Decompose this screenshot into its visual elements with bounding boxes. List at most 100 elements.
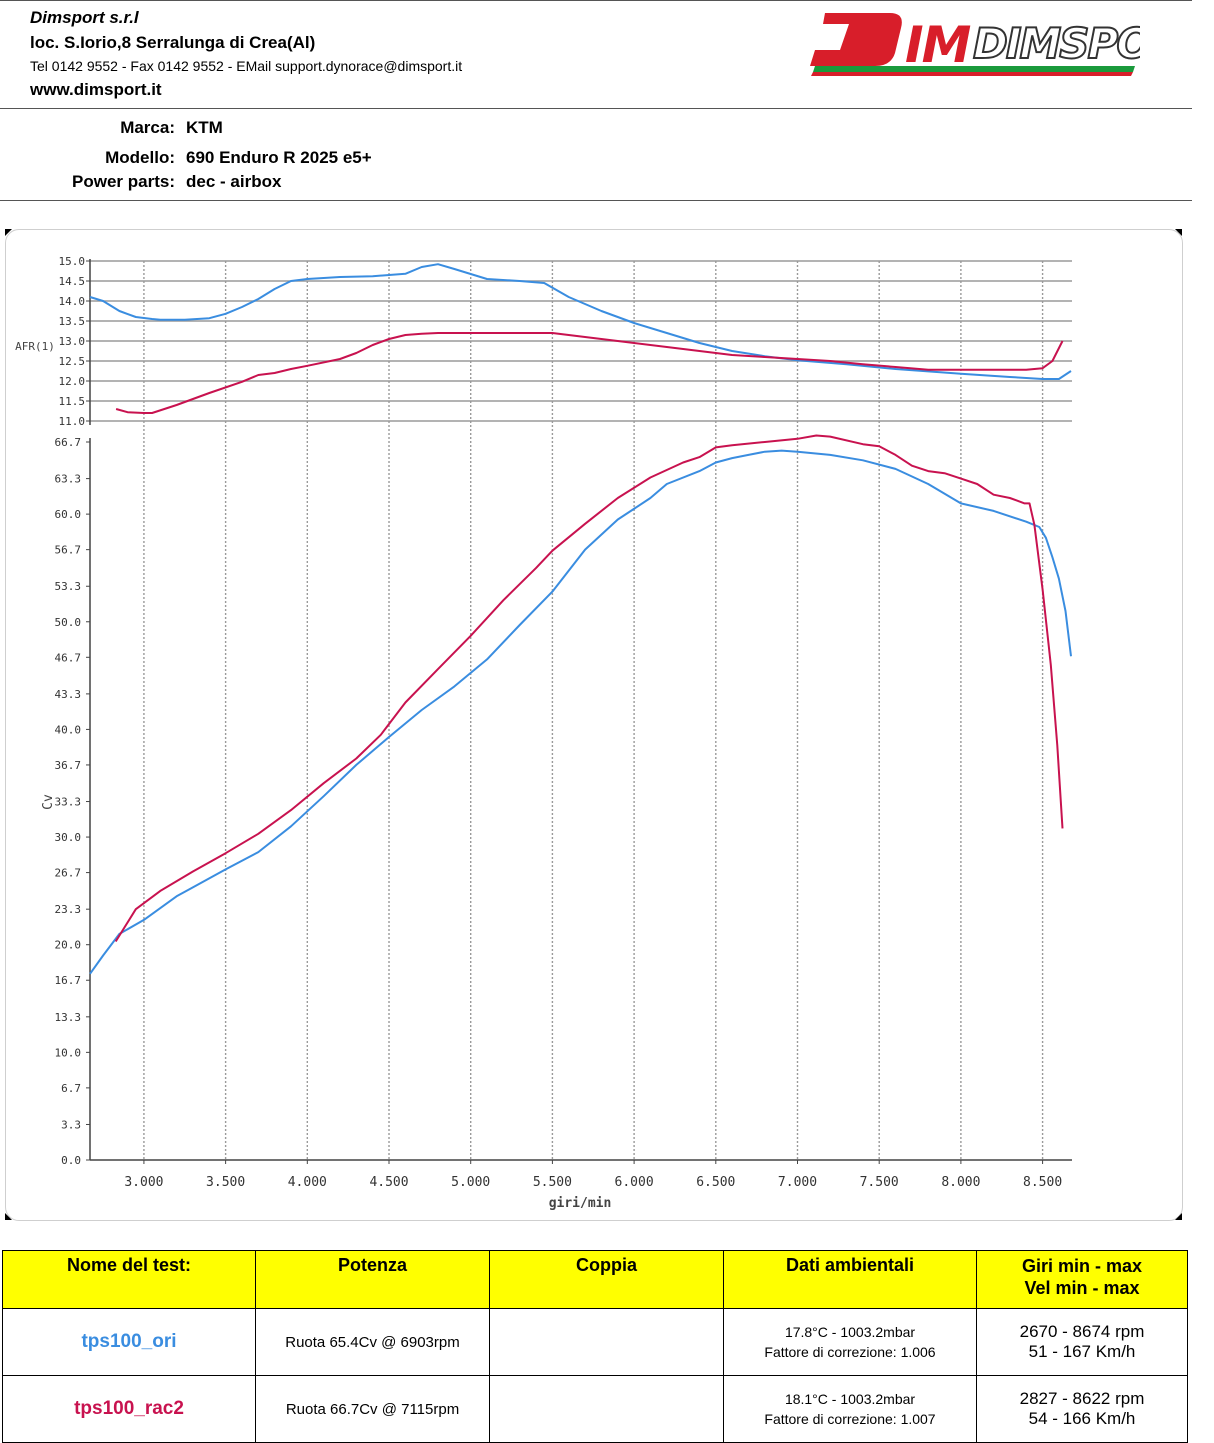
rpm-range: 2670 - 8674 rpm	[1019, 1322, 1145, 1341]
x-tick-labels: 3.000 3.500 4.000 4.500 5.000 5.500 6.000 6.500…	[124, 1175, 1062, 1190]
x-tick-label: 3.000	[124, 1175, 163, 1190]
power-tick-label: 3.3	[61, 1118, 81, 1131]
model-label: Modello:	[105, 148, 175, 167]
results-table: Nome del test: Potenza Coppia Dati ambie…	[2, 1250, 1188, 1443]
power-tick-label: 26.7	[55, 867, 82, 880]
afr-tick-label: 12.5	[59, 355, 86, 368]
power-tick-label: 50.0	[55, 616, 82, 629]
range-ori: 2670 - 8674 rpm 51 - 167 Km/h	[976, 1308, 1188, 1376]
table-row: tps100_ori Ruota 65.4Cv @ 6903rpm 17.8°C…	[2, 1308, 1188, 1376]
ambient-ori: 17.8°C - 1003.2mbar Fattore di correzion…	[723, 1308, 977, 1376]
logo-text: DIMSPORT	[973, 19, 1140, 68]
x-tick-label: 3.500	[206, 1175, 245, 1190]
header-ambient: Dati ambientali	[723, 1250, 977, 1309]
afr-line-tps100_ori	[89, 263, 1072, 380]
model-value: 690 Enduro R 2025 e5+	[186, 148, 372, 167]
x-tick-label: 7.000	[778, 1175, 817, 1190]
header-range-rpm: Giri min - max	[1021, 1256, 1143, 1276]
power-tick-label: 30.0	[55, 831, 82, 844]
correction-factor: Fattore di correzione: 1.006	[764, 1344, 936, 1360]
power-tick-label: 40.0	[55, 723, 82, 736]
power-tick-label: 33.3	[55, 796, 82, 809]
header-range-speed: Vel min - max	[1024, 1278, 1140, 1298]
x-tick-label: 5.000	[451, 1175, 490, 1190]
afr-tick-label: 13.5	[59, 315, 86, 328]
x-tick-label: 8.500	[1023, 1175, 1062, 1190]
torque-rac2	[489, 1375, 724, 1443]
x-tick-label: 4.500	[369, 1175, 408, 1190]
test-name-rac2: tps100_rac2	[2, 1375, 256, 1443]
x-tick-label: 5.500	[533, 1175, 572, 1190]
power-tick-label: 43.3	[55, 688, 82, 701]
chart-frame	[5, 229, 1183, 1221]
header-range: Giri min - max Vel min - max	[976, 1250, 1188, 1309]
afr-tick-labels: 15.0 14.5 14.0 13.5 13.0 12.5 12.0 11.5 11.0	[59, 255, 86, 428]
company-address: loc. S.Iorio,8 Serralunga di Crea(Al)	[30, 33, 316, 52]
power-line-tps100_rac2	[114, 434, 1064, 943]
afr-tick-label: 11.0	[59, 415, 86, 428]
power-tick-label: 36.7	[55, 759, 82, 772]
power-tick-label: 10.0	[55, 1046, 82, 1059]
x-tick-label: 6.000	[615, 1175, 654, 1190]
table-row: tps100_rac2 Ruota 66.7Cv @ 7115rpm 18.1°…	[2, 1375, 1188, 1443]
header-torque: Coppia	[489, 1250, 724, 1309]
company-website: www.dimsport.it	[30, 80, 162, 99]
afr-tick-label: 13.0	[59, 335, 86, 348]
x-tick-label: 7.500	[860, 1175, 899, 1190]
header-divider	[0, 108, 1192, 109]
afr-tick-label: 15.0	[59, 255, 86, 268]
brand-label: Marca:	[120, 118, 175, 137]
x-axis-label: giri/min	[549, 1196, 612, 1211]
parts-value: dec - airbox	[186, 172, 282, 191]
company-contact: Tel 0142 9552 - Fax 0142 9552 - EMail su…	[30, 58, 463, 74]
brand-value: KTM	[186, 118, 223, 137]
power-tick-label: 56.7	[55, 544, 82, 557]
series-lines	[89, 263, 1072, 975]
ambient-rac2: 18.1°C - 1003.2mbar Fattore di correzion…	[723, 1375, 977, 1443]
range-rac2: 2827 - 8622 rpm 54 - 166 Km/h	[976, 1375, 1188, 1443]
power-tick-label: 60.0	[55, 508, 82, 521]
ambient-conditions: 18.1°C - 1003.2mbar	[784, 1391, 916, 1407]
power-tick-labels: 66.7 63.3 60.0 56.7 53.3 50.0 46.7 43.3 40.0 36.7…	[55, 436, 82, 1167]
header-divider	[0, 0, 1192, 1]
test-name-ori: tps100_ori	[2, 1308, 256, 1376]
ambient-conditions: 17.8°C - 1003.2mbar	[784, 1324, 916, 1340]
power-tick-label: 66.7	[55, 436, 82, 449]
afr-axis-label: AFR(1)	[15, 340, 55, 353]
rpm-range: 2827 - 8622 rpm	[1019, 1389, 1145, 1408]
dimsport-logo: IM DIMSPORT	[810, 13, 1140, 76]
power-tick-label: 6.7	[61, 1082, 81, 1095]
power-tick-label: 63.3	[55, 473, 82, 486]
power-rac2: Ruota 66.7Cv @ 7115rpm	[255, 1375, 490, 1443]
dyno-chart: 15.0 14.5 14.0 13.5 13.0 12.5 12.0 11.5 11.0 66.…	[5, 229, 1182, 1220]
speed-range: 51 - 167 Km/h	[1028, 1342, 1136, 1361]
info-divider	[0, 200, 1192, 201]
company-name: Dimsport s.r.l	[30, 8, 139, 27]
afr-tick-label: 12.0	[59, 375, 86, 388]
power-tick-label: 20.0	[55, 939, 82, 952]
power-tick-label: 23.3	[55, 903, 82, 916]
torque-ori	[489, 1308, 724, 1376]
header-test-name: Nome del test:	[2, 1250, 256, 1309]
power-tick-label: 16.7	[55, 974, 82, 987]
power-tick-label: 0.0	[61, 1154, 81, 1167]
frame-corners	[5, 229, 1182, 1220]
power-tick-label: 13.3	[55, 1011, 82, 1024]
svg-text:IM: IM	[905, 16, 971, 74]
afr-grid	[86, 260, 1072, 422]
x-tick-label: 8.000	[941, 1175, 980, 1190]
afr-tick-label: 14.0	[59, 295, 86, 308]
parts-label: Power parts:	[72, 172, 175, 191]
power-tick-label: 53.3	[55, 580, 82, 593]
header-power: Potenza	[255, 1250, 490, 1309]
afr-line-tps100_rac2	[115, 332, 1064, 414]
speed-range: 54 - 166 Km/h	[1028, 1409, 1136, 1428]
power-tick-label: 46.7	[55, 651, 82, 664]
table-header-row: Nome del test: Potenza Coppia Dati ambie…	[2, 1250, 1188, 1309]
chart-axes	[89, 259, 1072, 1161]
x-tick-label: 4.000	[288, 1175, 327, 1190]
afr-tick-label: 11.5	[59, 395, 86, 408]
correction-factor: Fattore di correzione: 1.007	[764, 1411, 936, 1427]
power-ori: Ruota 65.4Cv @ 6903rpm	[255, 1308, 490, 1376]
power-line-tps100_ori	[89, 449, 1072, 975]
